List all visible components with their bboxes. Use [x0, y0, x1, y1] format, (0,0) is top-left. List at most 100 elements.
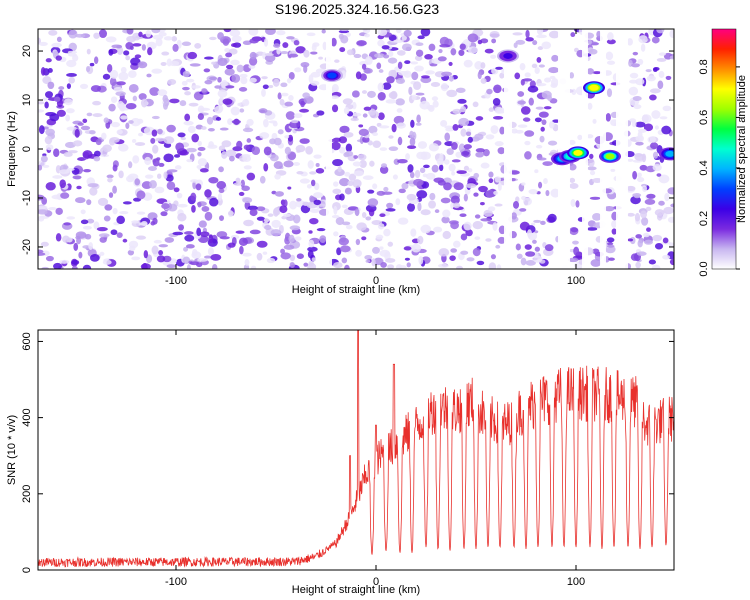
- spectrogram-noise-cell: [283, 213, 291, 218]
- spectrogram-noise-cell: [196, 165, 202, 169]
- spectrogram-noise-cell: [310, 80, 320, 86]
- spectrogram-noise-cell: [662, 254, 671, 260]
- spectrogram-noise-cell: [356, 40, 367, 47]
- spectrogram-noise-cell: [154, 186, 165, 194]
- spectrogram-noise-cell: [299, 138, 310, 144]
- spectrogram-y-tick-label: 20: [21, 45, 33, 57]
- spectrogram-noise-cell: [101, 132, 107, 140]
- spectrogram-noise-cell: [393, 115, 405, 125]
- spectrogram-noise-cell: [186, 264, 191, 269]
- spectrogram-noise-cell: [497, 236, 506, 244]
- spectrogram-noise-cell: [104, 204, 113, 211]
- spectrogram-noise-cell: [397, 136, 403, 146]
- spectrogram-noise-cell: [605, 112, 611, 122]
- spectrogram-peak: [321, 69, 343, 83]
- spectrogram-noise-cell: [334, 59, 340, 63]
- spectrogram-noise-cell: [143, 250, 149, 259]
- spectrogram-noise-cell: [463, 144, 472, 150]
- spectrogram-noise-cell: [652, 234, 663, 242]
- spectrogram-noise-cell: [155, 37, 163, 47]
- spectrogram-noise-cell: [249, 77, 257, 83]
- spectrogram-noise-cell: [55, 207, 63, 215]
- spectrogram-noise-cell: [646, 227, 651, 232]
- spectrogram-noise-cell: [82, 264, 92, 269]
- spectrogram-noise-cell: [140, 98, 148, 108]
- spectrogram-noise-cell: [269, 154, 279, 162]
- spectrogram-noise-cell: [387, 241, 394, 247]
- spectrogram-noise-cell: [182, 256, 191, 265]
- spectrogram-noise-cell: [273, 161, 283, 170]
- spectrogram-noise-cell: [459, 43, 466, 50]
- spectrogram-noise-cell: [84, 233, 92, 240]
- spectrogram-noise-cell: [433, 226, 443, 233]
- spectrogram-noise-cell: [480, 202, 485, 206]
- spectrogram-noise-cell: [411, 71, 419, 81]
- spectrogram-noise-cell: [259, 175, 266, 184]
- spectrogram-noise-cell: [520, 79, 525, 86]
- spectrogram-noise-cell: [93, 56, 99, 64]
- spectrogram-noise-cell: [319, 235, 327, 244]
- spectrogram-noise-cell: [258, 108, 268, 114]
- spectrogram-noise-cell: [603, 205, 615, 212]
- spectrogram-noise-cell: [107, 177, 113, 183]
- spectrogram-noise-cell: [632, 96, 642, 102]
- spectrogram-noise-cell: [629, 72, 639, 79]
- spectrogram-noise-cell: [284, 135, 290, 139]
- spectrogram-noise-cell: [460, 106, 467, 113]
- spectrogram-noise-cell: [344, 171, 351, 177]
- spectrogram-noise-cell: [116, 232, 123, 238]
- spectrogram-noise-cell: [472, 247, 481, 257]
- spectrogram-noise-cell: [537, 157, 547, 161]
- spectrogram-noise-cell: [380, 163, 388, 168]
- spectrogram-noise-cell: [355, 238, 361, 246]
- spectrogram-noise-cell: [138, 31, 143, 38]
- spectrogram-noise-cell: [491, 67, 499, 75]
- snr-frame: [37, 329, 675, 571]
- spectrogram-noise-cell: [351, 112, 362, 117]
- spectrogram-noise-cell: [348, 173, 357, 181]
- spectrogram-noise-cell: [118, 71, 129, 81]
- spectrogram-noise-cell: [520, 106, 531, 115]
- spectrogram-noise-cell: [419, 100, 431, 110]
- spectrogram-noise-cell: [204, 56, 214, 60]
- spectrogram-noise-cell: [662, 105, 672, 112]
- spectrogram-noise-cell: [341, 204, 348, 209]
- spectrogram-noise-cell: [361, 90, 368, 94]
- spectrogram-noise-cell: [174, 165, 182, 170]
- spectrogram-noise-cell: [443, 159, 450, 165]
- spectrogram-noise-cell: [457, 98, 467, 104]
- spectrogram-noise-cell: [302, 92, 310, 99]
- spectrogram-noise-cell: [249, 38, 259, 44]
- spectrogram-noise-cell: [277, 129, 284, 135]
- spectrogram-noise-cell: [160, 61, 167, 66]
- spectrogram-noise-cell: [233, 182, 242, 186]
- spectrogram-noise-cell: [520, 257, 527, 266]
- spectrogram-noise-cell: [66, 167, 75, 171]
- spectrogram-noise-cell: [313, 199, 321, 206]
- spectrogram-noise-cell: [361, 212, 367, 219]
- spectrogram-noise-cell: [536, 29, 542, 35]
- spectrogram-noise-cell: [158, 162, 165, 167]
- spectrogram-noise-cell: [131, 138, 137, 143]
- spectrogram-noise-cell: [67, 53, 77, 57]
- spectrogram-noise-cell: [657, 80, 664, 90]
- spectrogram-noise-cell: [425, 70, 435, 75]
- spectrogram-noise-cell: [398, 188, 406, 194]
- spectrogram-noise-cell: [544, 244, 554, 252]
- spectrogram-noise-cell: [219, 215, 225, 221]
- spectrogram-noise-cell: [136, 190, 146, 200]
- spectrogram-noise-cell: [296, 253, 304, 259]
- spectrogram-noise-cell: [284, 101, 294, 107]
- spectrogram-noise-cell: [637, 176, 645, 183]
- spectrogram-noise-cell: [86, 218, 95, 224]
- spectrogram-noise-cell: [486, 88, 493, 95]
- spectrogram-noise-cell: [156, 157, 161, 161]
- spectrogram-noise-cell: [330, 95, 340, 100]
- spectrogram-noise-cell: [38, 109, 45, 113]
- spectrogram-noise-cell: [343, 106, 350, 115]
- spectrogram-noise-cell: [64, 98, 73, 106]
- spectrogram-noise-cell: [224, 68, 235, 76]
- spectrogram-noise-cell: [517, 100, 526, 105]
- spectrogram-noise-cell: [669, 55, 674, 60]
